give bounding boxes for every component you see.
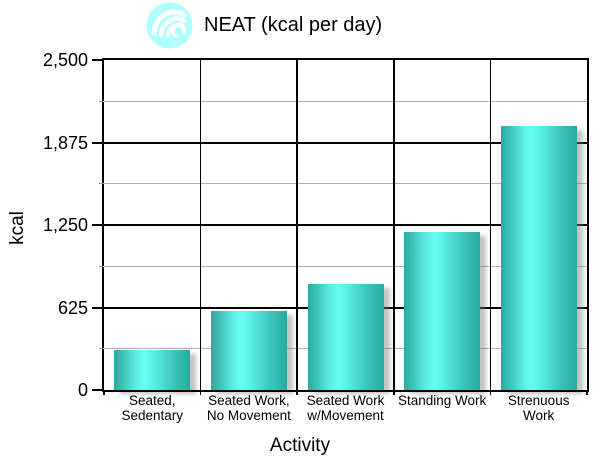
x-category-label-line: Seated Work (306, 393, 385, 408)
y-axis-title: kcal (7, 211, 28, 245)
x-category-label-line: Seated Work, (208, 393, 290, 408)
y-major-tick (92, 141, 104, 144)
x-category-label: Seated, Sedentary (97, 393, 207, 423)
y-tick-label: 625 (57, 297, 88, 318)
bar-4 (404, 231, 481, 390)
y-major-tick (92, 306, 104, 309)
x-category-label-line: w/Movement (307, 408, 384, 423)
x-tick (296, 390, 298, 395)
major-gridline (104, 141, 587, 144)
x-category-label-line: Standing Work (397, 393, 487, 408)
y-major-tick (92, 224, 104, 226)
minor-gridline (104, 100, 587, 102)
y-major-tick (92, 389, 104, 391)
x-category-label-line: Work (523, 408, 555, 423)
x-tick (489, 390, 492, 395)
y-tick-label: 1,875 (42, 132, 88, 153)
major-gridline (104, 224, 587, 226)
x-category-label: Seated Work w/Movement (291, 393, 401, 423)
bar-1 (114, 350, 191, 390)
plot-area (104, 60, 587, 390)
x-category-label-line: Seated, (129, 393, 176, 408)
minor-gridline (104, 183, 587, 185)
vertical-gridline (199, 60, 202, 390)
bar-2 (210, 310, 287, 390)
y-tick-label: 0 (77, 380, 88, 400)
x-tick (103, 390, 105, 395)
wave-swirl-icon (146, 2, 193, 49)
y-minor-tick (99, 183, 104, 185)
y-tick-label: 1,250 (42, 215, 88, 235)
x-category-label-line: No Movement (206, 408, 291, 423)
vertical-gridline (489, 60, 492, 390)
y-major-tick (92, 59, 104, 61)
x-category-label-line: Strenuous (507, 393, 570, 408)
x-category-label: Seated Work, No Movement (194, 393, 304, 423)
bar-5 (500, 126, 577, 390)
x-tick (586, 390, 588, 395)
chart-title: NEAT (kcal per day) (204, 14, 383, 36)
y-tick-label: 2,500 (42, 50, 88, 70)
x-category-label-line: Sedentary (121, 408, 184, 423)
x-tick (199, 390, 202, 395)
x-category-label: Standing Work (387, 393, 497, 408)
y-minor-tick (99, 100, 104, 102)
x-axis-title: Activity (269, 435, 331, 456)
x-category-label: Strenuous Work (484, 393, 594, 423)
vertical-gridline (393, 60, 395, 390)
bar-3 (307, 284, 384, 390)
vertical-gridline (296, 60, 298, 390)
x-tick (393, 390, 395, 395)
y-minor-tick (99, 265, 104, 267)
y-minor-tick (99, 348, 104, 350)
minor-gridline (104, 265, 587, 267)
